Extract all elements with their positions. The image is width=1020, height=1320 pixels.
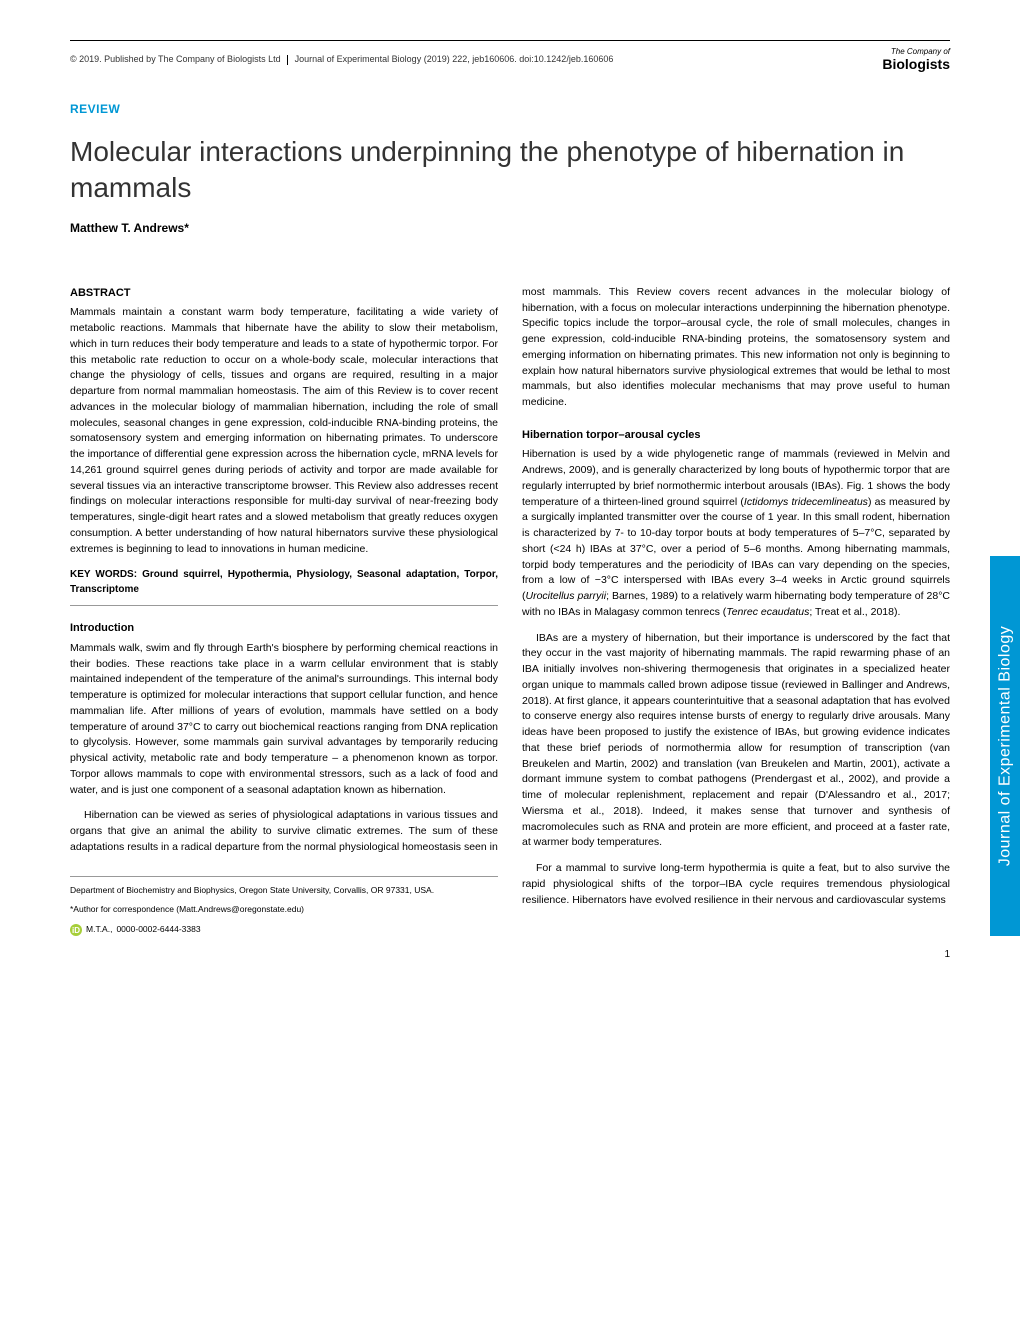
orcid-icon: iD [70,924,82,936]
keywords-block: KEY WORDS: Ground squirrel, Hypothermia,… [70,567,498,606]
article-type-label: REVIEW [70,102,950,116]
species-3: Tenrec ecaudatus [726,606,809,618]
content-columns: ABSTRACT Mammals maintain a constant war… [70,285,950,937]
publisher-logo: The Company of Biologists [882,47,950,72]
para2-seg-b: ) as measured by a surgically implanted … [522,496,950,603]
journal-citation: Journal of Experimental Biology (2019) 2… [295,54,614,64]
header-citation: © 2019. Published by The Company of Biol… [70,54,613,65]
article-page: © 2019. Published by The Company of Biol… [0,0,1020,976]
article-title: Molecular interactions underpinning the … [70,134,950,207]
right-para-3: IBAs are a mystery of hibernation, but t… [522,631,950,852]
affiliation-dept: Department of Biochemistry and Biophysic… [70,885,498,897]
keywords-label: KEY WORDS: [70,569,137,580]
journal-side-tab: Journal of Experimental Biology [990,556,1020,936]
species-1: Ictidomys tridecemlineatus [744,496,868,508]
para2-seg-d: ; Treat et al., 2018). [809,606,900,618]
affiliation-block: Department of Biochemistry and Biophysic… [70,876,498,937]
page-number: 1 [944,949,950,960]
correspondence-note: *Author for correspondence (Matt.Andrews… [70,904,498,916]
side-tab-text: Journal of Experimental Biology [996,626,1014,867]
intro-para-2: Hibernation can be viewed as series of p… [70,808,498,855]
left-column: ABSTRACT Mammals maintain a constant war… [70,285,498,937]
author-name: Matthew T. Andrews* [70,221,950,235]
copyright-text: © 2019. Published by The Company of Biol… [70,54,281,64]
abstract-text: Mammals maintain a constant warm body te… [70,305,498,557]
right-para-4: For a mammal to survive long-term hypoth… [522,861,950,908]
torpor-subheading: Hibernation torpor–arousal cycles [522,427,950,444]
right-column: most mammals. This Review covers recent … [522,285,950,937]
right-para-1: most mammals. This Review covers recent … [522,285,950,411]
orcid-initials: M.T.A., [86,924,112,936]
abstract-heading: ABSTRACT [70,285,498,302]
orcid-id[interactable]: 0000-0002-6444-3383 [116,924,200,936]
logo-bottom-text: Biologists [882,56,950,72]
intro-para-1: Mammals walk, swim and fly through Earth… [70,641,498,799]
header-divider [287,55,288,65]
introduction-heading: Introduction [70,620,498,637]
logo-top-text: The Company of [882,47,950,56]
right-para-2: Hibernation is used by a wide phylogenet… [522,447,950,620]
page-header: © 2019. Published by The Company of Biol… [70,40,950,72]
orcid-row: iD M.T.A., 0000-0002-6444-3383 [70,924,498,936]
species-2: Urocitellus parryii [526,590,607,602]
